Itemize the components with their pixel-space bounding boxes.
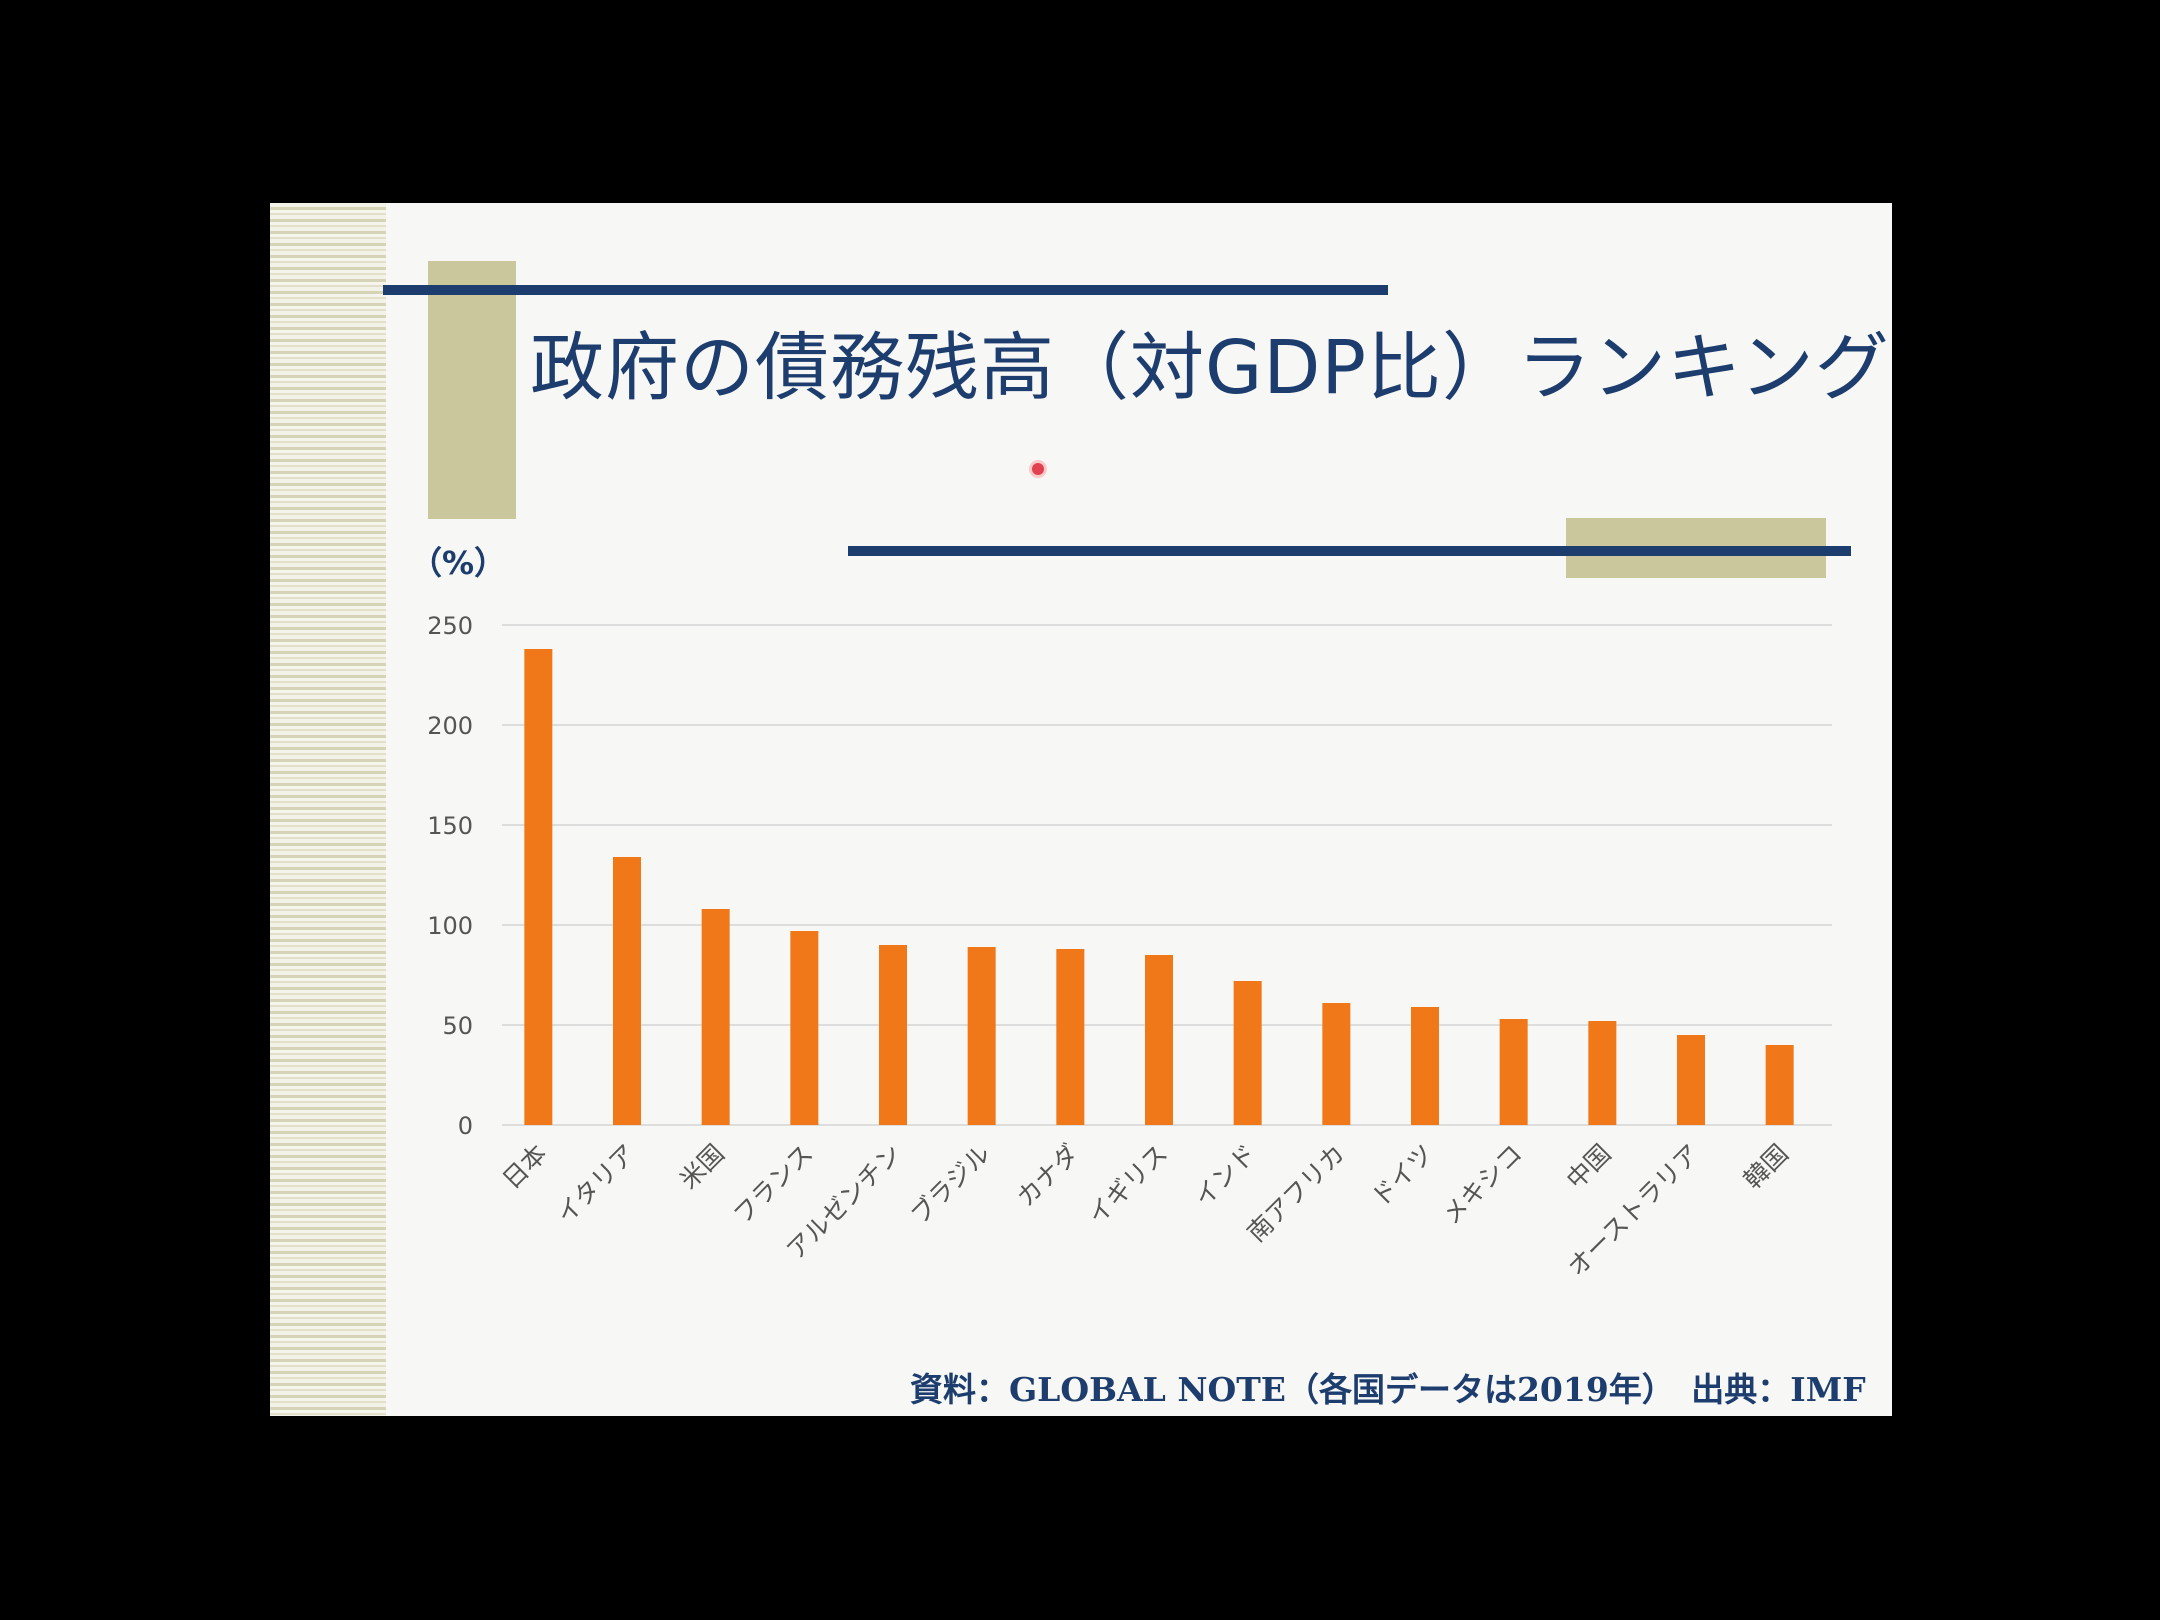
bars — [524, 649, 1794, 1125]
bar-9 — [1233, 981, 1262, 1125]
bar-12 — [1499, 1019, 1528, 1125]
bar-10 — [1322, 1003, 1351, 1125]
bar-7 — [1056, 949, 1085, 1125]
y-tick-label: 250 — [427, 612, 473, 640]
bar-14 — [1677, 1035, 1705, 1125]
bar-6 — [967, 947, 996, 1125]
category-label: ブラジル — [905, 1139, 996, 1230]
y-tick-label: 150 — [427, 812, 473, 840]
category-label: メキシコ — [1437, 1139, 1528, 1230]
bar-1 — [524, 649, 553, 1125]
title-rule-bottom — [848, 546, 1851, 556]
y-tick-label: 100 — [427, 912, 473, 940]
category-label: イギリス — [1082, 1139, 1173, 1230]
presentation-slide: 政府の債務残高（対GDP比）ランキング （%） 0 50 100 150 200 250 … — [270, 203, 1892, 1416]
y-axis-unit-label: （%） — [410, 544, 507, 582]
category-label: インド — [1188, 1139, 1262, 1213]
category-label: 米国 — [674, 1139, 730, 1195]
bar-15 — [1765, 1045, 1794, 1125]
y-tick-label: 0 — [458, 1112, 473, 1140]
bar-2 — [613, 857, 641, 1125]
bar-4 — [790, 931, 819, 1125]
laser-pointer-dot — [1032, 463, 1044, 475]
olive-accent-block-left — [428, 261, 516, 519]
y-axis-ticks: 0 50 100 150 200 250 — [427, 612, 473, 1140]
bar-3 — [701, 909, 730, 1125]
category-label: 中国 — [1561, 1139, 1617, 1195]
category-label: カナダ — [1011, 1139, 1085, 1213]
category-label: 日本 — [497, 1139, 553, 1195]
decorative-stripes — [270, 203, 386, 1416]
source-note: 資料：GLOBAL NOTE（各国データは2019年） 出典：IMF — [910, 1370, 1866, 1409]
category-label: イタリア — [551, 1139, 642, 1230]
bar-11 — [1411, 1007, 1439, 1125]
y-tick-label: 50 — [442, 1012, 473, 1040]
bar-5 — [879, 945, 907, 1125]
category-label: 韓国 — [1738, 1139, 1794, 1195]
category-label: フランス — [728, 1139, 819, 1230]
bar-13 — [1588, 1021, 1617, 1125]
slide-title: 政府の債務残高（対GDP比）ランキング — [530, 325, 1890, 411]
y-tick-label: 200 — [427, 712, 473, 740]
bar-8 — [1145, 955, 1173, 1125]
category-label: ドイツ — [1366, 1139, 1440, 1213]
title-rule-top — [383, 285, 1388, 295]
category-label: 南アフリカ — [1242, 1139, 1351, 1248]
